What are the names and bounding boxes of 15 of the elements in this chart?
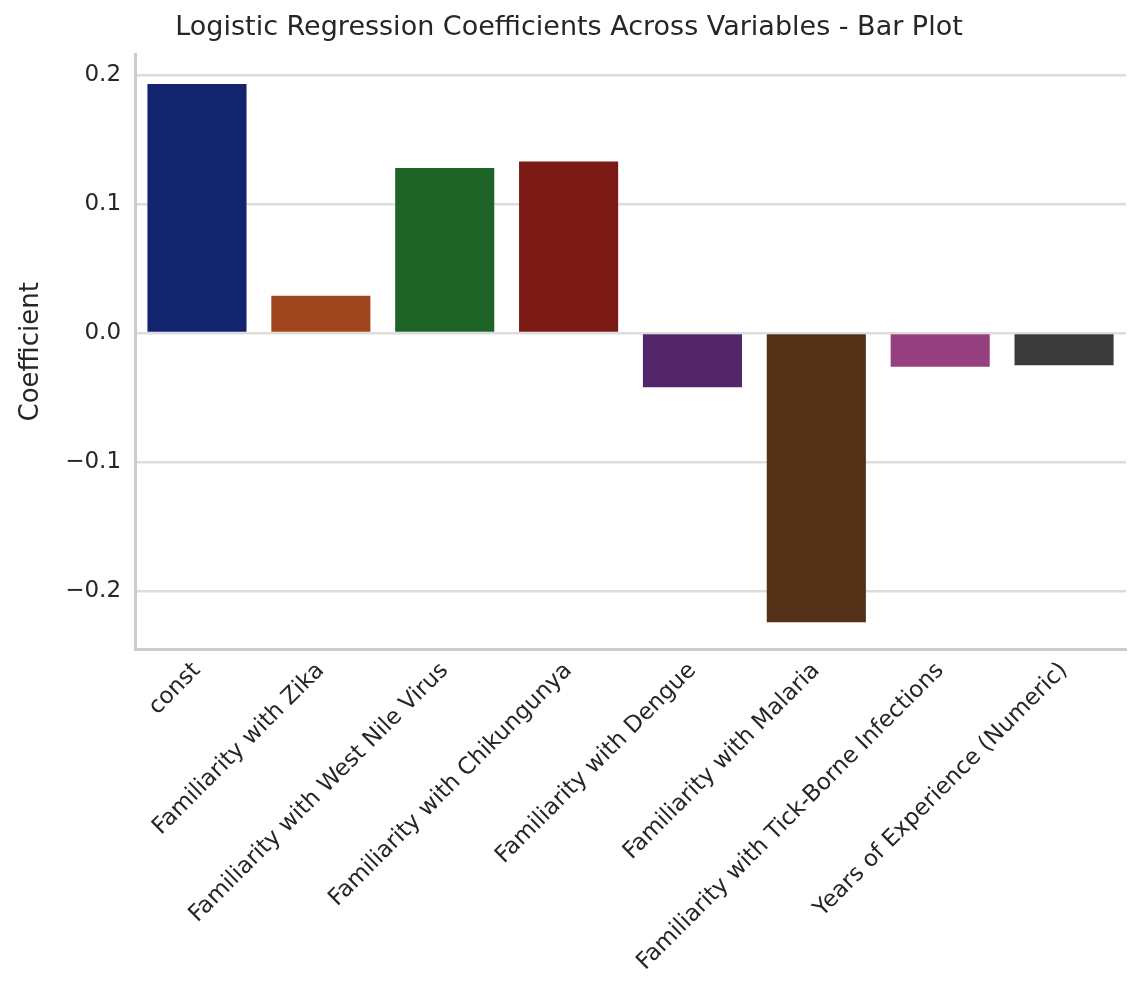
bar [147,84,247,332]
bar [395,167,495,332]
y-tick-label: −0.1 [65,447,122,474]
y-tick-label: 0.0 [84,318,122,345]
chart-title: Logistic Regression Coefficients Across Variables - Bar Plot [175,10,963,42]
bar [271,295,371,332]
bar [1014,334,1114,366]
bar [766,334,866,623]
y-tick-label: 0.1 [84,189,122,216]
bar [890,334,990,367]
y-tick-label: −0.2 [65,576,122,603]
bar [642,334,743,388]
y-axis-title: Coefficient [14,282,45,422]
bar [519,161,619,332]
y-tick-label: 0.2 [84,60,122,87]
